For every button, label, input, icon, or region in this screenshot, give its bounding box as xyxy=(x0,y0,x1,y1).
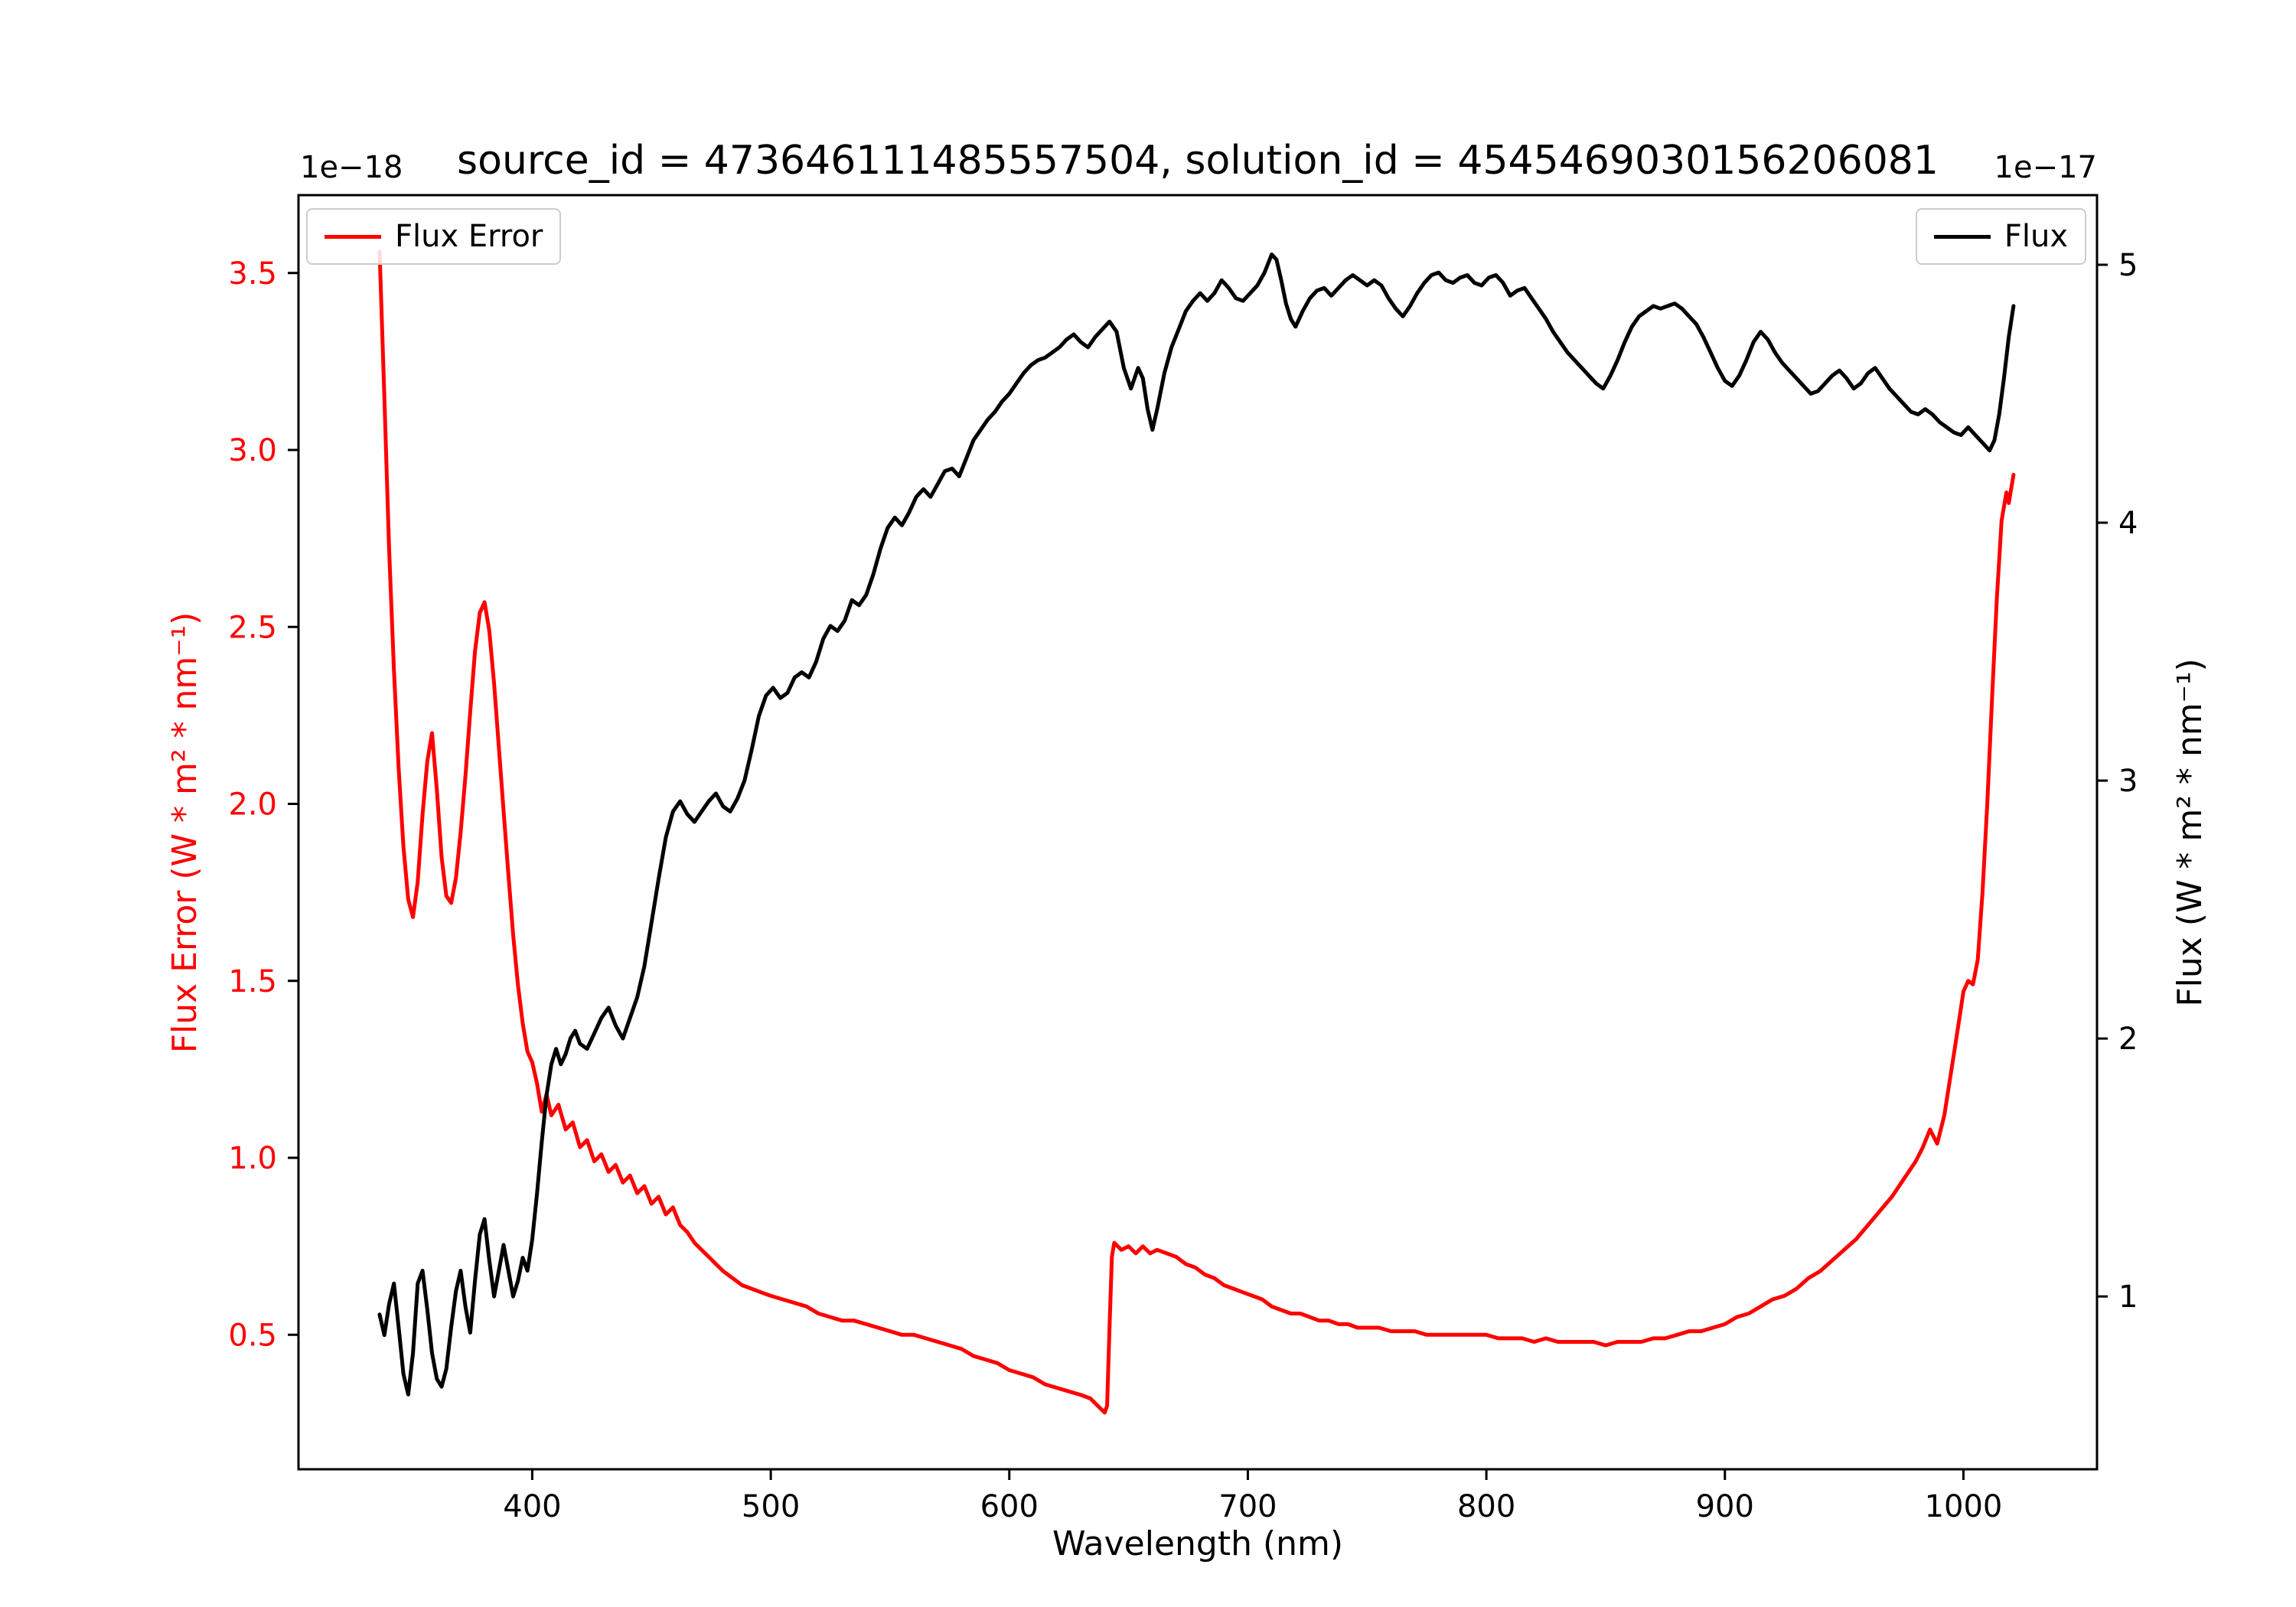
svg-text:900: 900 xyxy=(1696,1489,1754,1524)
svg-text:3.0: 3.0 xyxy=(228,433,277,468)
svg-text:600: 600 xyxy=(980,1489,1039,1524)
svg-text:1000: 1000 xyxy=(1925,1489,2003,1524)
svg-text:2.0: 2.0 xyxy=(228,787,277,823)
svg-text:2: 2 xyxy=(2118,1022,2138,1057)
svg-text:800: 800 xyxy=(1457,1489,1515,1524)
flux-error-line-sample-icon xyxy=(325,234,381,239)
svg-text:500: 500 xyxy=(742,1489,800,1524)
plot-title: source_id = 473646111485557504, solution… xyxy=(457,138,1939,184)
right-axis-offset-text: 1e−17 xyxy=(1994,150,2097,185)
svg-text:1: 1 xyxy=(2118,1279,2138,1315)
svg-text:5: 5 xyxy=(2118,248,2138,283)
svg-text:1.0: 1.0 xyxy=(228,1141,277,1176)
left-axis-offset-text: 1e−18 xyxy=(300,150,403,185)
legend-flux-error-label: Flux Error xyxy=(395,219,543,254)
legend-flux-label: Flux xyxy=(2004,219,2068,254)
svg-text:2.5: 2.5 xyxy=(228,610,277,645)
svg-text:700: 700 xyxy=(1218,1489,1277,1524)
svg-text:400: 400 xyxy=(503,1489,561,1524)
legend-flux: Flux xyxy=(1915,208,2086,265)
svg-text:0.5: 0.5 xyxy=(228,1318,277,1353)
svg-text:1.5: 1.5 xyxy=(228,964,277,999)
flux-line-sample-icon xyxy=(1933,234,1991,239)
svg-text:4: 4 xyxy=(2118,506,2138,541)
left-y-axis-label: Flux Error (W * m² * nm⁻¹) xyxy=(165,611,204,1054)
x-axis-label: Wavelength (nm) xyxy=(1052,1524,1344,1563)
legend-flux-error: Flux Error xyxy=(306,208,562,265)
svg-text:3: 3 xyxy=(2118,764,2138,799)
right-y-axis-label: Flux (W * m² * nm⁻¹) xyxy=(2170,658,2210,1007)
svg-text:3.5: 3.5 xyxy=(228,256,277,292)
